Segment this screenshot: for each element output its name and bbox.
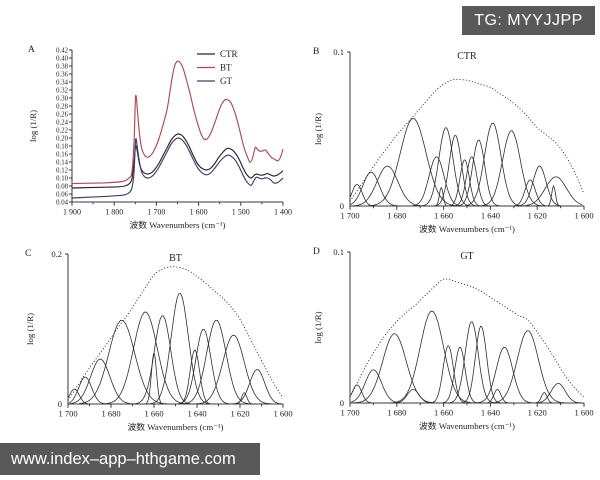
svg-text:1 620: 1 620 (528, 408, 547, 418)
svg-text:0: 0 (58, 399, 62, 409)
svg-text:0.1: 0.1 (333, 47, 344, 57)
svg-text:1 600: 1 600 (190, 208, 208, 217)
svg-text:1 680: 1 680 (387, 211, 406, 221)
svg-text:0.30: 0.30 (56, 95, 68, 102)
svg-text:1 400: 1 400 (274, 208, 292, 217)
svg-text:1 640: 1 640 (481, 211, 500, 221)
svg-text:1 700: 1 700 (58, 409, 77, 419)
svg-text:A: A (28, 45, 35, 55)
svg-text:1 700: 1 700 (340, 408, 359, 418)
svg-text:0.34: 0.34 (56, 79, 68, 86)
svg-text:0.16: 0.16 (56, 151, 68, 158)
svg-text:log (1/R): log (1/R) (313, 311, 323, 343)
svg-text:1 640: 1 640 (187, 409, 206, 419)
panel-a-combined-spectra-chart: 1 900 1 800 1 700 1 600 1 500 1 400 0.42 0.40 0.… (25, 38, 297, 243)
svg-text:1 900: 1 900 (63, 208, 81, 217)
svg-text:1 600: 1 600 (574, 211, 593, 221)
svg-text:0.38: 0.38 (56, 63, 68, 70)
svg-text:1 680: 1 680 (101, 409, 120, 419)
svg-text:1 800: 1 800 (105, 208, 123, 217)
svg-text:D: D (313, 247, 320, 257)
svg-text:GT: GT (220, 76, 232, 86)
panel-b-ctr-decomposition-chart: 1 700 1 680 1 660 1 640 1 620 1 600 0.1 0 B CTR 波数… (310, 38, 597, 243)
footer-url-badge: www.index–app–hthgame.com (0, 443, 260, 475)
svg-text:1 600: 1 600 (273, 409, 292, 419)
svg-text:1 660: 1 660 (434, 211, 453, 221)
svg-text:0.26: 0.26 (56, 111, 68, 118)
svg-text:0.18: 0.18 (56, 143, 68, 150)
svg-text:log (1/R): log (1/R) (313, 113, 323, 145)
panel-c-bt-decomposition-chart: 1 700 1 680 1 660 1 640 1 620 1 600 0.2 0 C BT 波数 … (22, 240, 297, 441)
panel-d-gt-decomposition-chart: 1 700 1 680 1 660 1 640 1 620 1 600 0.1 0 D GT 波数 … (310, 240, 597, 441)
svg-text:波数 Wavenumbers (cm⁻¹): 波数 Wavenumbers (cm⁻¹) (419, 223, 515, 234)
svg-text:C: C (25, 249, 31, 259)
svg-text:0.20: 0.20 (56, 135, 68, 142)
svg-text:1 660: 1 660 (434, 408, 453, 418)
svg-text:波数 Wavenumbers (cm⁻¹): 波数 Wavenumbers (cm⁻¹) (419, 420, 515, 431)
svg-text:GT: GT (460, 251, 473, 262)
svg-text:0: 0 (340, 398, 344, 408)
svg-text:1 620: 1 620 (230, 409, 249, 419)
svg-text:波数 Wavenumbers (cm⁻¹): 波数 Wavenumbers (cm⁻¹) (130, 219, 226, 230)
svg-text:CTR: CTR (457, 51, 477, 62)
svg-text:0.14: 0.14 (56, 159, 68, 166)
svg-text:log (1/R): log (1/R) (25, 313, 35, 345)
svg-text:0.32: 0.32 (56, 87, 68, 94)
svg-text:0.1: 0.1 (333, 247, 344, 257)
svg-text:CTR: CTR (220, 49, 238, 59)
telegram-watermark-badge: TG: MYYJJPP (462, 6, 595, 35)
svg-text:log (1/R): log (1/R) (28, 110, 38, 142)
svg-text:BT: BT (169, 253, 182, 264)
svg-text:0.40: 0.40 (56, 55, 68, 62)
svg-text:1 620: 1 620 (528, 211, 547, 221)
svg-text:0: 0 (340, 201, 344, 211)
svg-text:0.10: 0.10 (56, 175, 68, 182)
svg-text:0.04: 0.04 (56, 199, 68, 206)
svg-text:波数 Wavenumbers (cm⁻¹): 波数 Wavenumbers (cm⁻¹) (128, 421, 224, 432)
svg-text:1 640: 1 640 (481, 408, 500, 418)
svg-text:0.12: 0.12 (56, 167, 68, 174)
svg-text:0.2: 0.2 (51, 249, 62, 259)
svg-text:0.08: 0.08 (56, 183, 68, 190)
svg-text:0.36: 0.36 (56, 71, 68, 78)
svg-text:B: B (313, 47, 319, 57)
svg-text:1 500: 1 500 (232, 208, 250, 217)
svg-text:1 660: 1 660 (144, 409, 163, 419)
svg-text:BT: BT (220, 63, 232, 73)
svg-text:1 600: 1 600 (574, 408, 593, 418)
svg-text:0.22: 0.22 (56, 127, 68, 134)
svg-text:0.42: 0.42 (56, 47, 68, 54)
svg-text:0.28: 0.28 (56, 103, 68, 110)
svg-text:0.24: 0.24 (56, 119, 68, 126)
svg-text:0.06: 0.06 (56, 191, 68, 198)
svg-text:1 680: 1 680 (387, 408, 406, 418)
svg-text:1 700: 1 700 (147, 208, 165, 217)
svg-text:1 700: 1 700 (340, 211, 359, 221)
